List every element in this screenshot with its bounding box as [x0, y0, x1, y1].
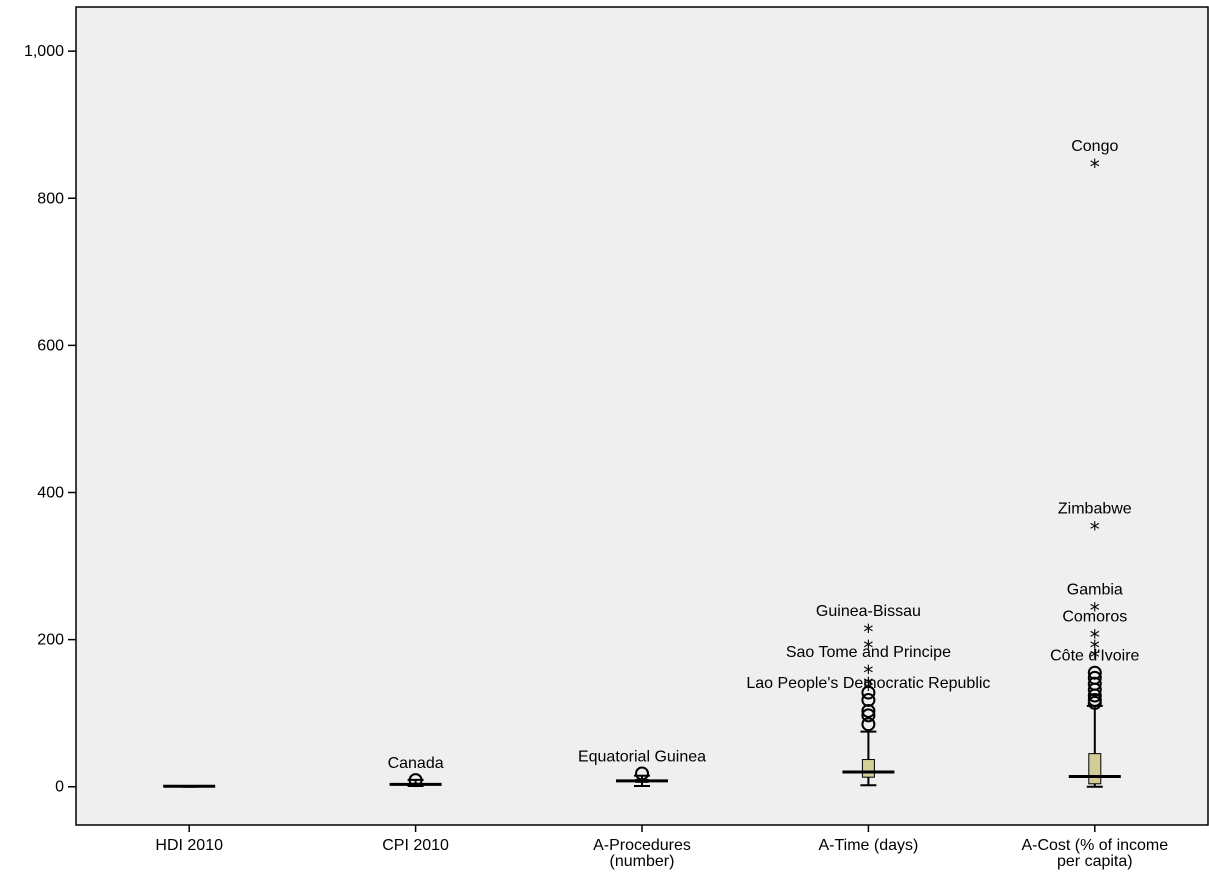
- category-label: CPI 2010: [382, 837, 449, 854]
- outlier-circle: [1087, 670, 1102, 685]
- outlier-circle: [861, 692, 876, 707]
- outlier-circle: [1087, 692, 1102, 707]
- box-group: Côte d'Ivoire***Comoros*Gambia*Zimbabwe*…: [1050, 138, 1140, 788]
- outlier-circle: [635, 766, 649, 781]
- outlier-star: *: [1090, 636, 1100, 660]
- outlier-star: *: [863, 661, 873, 685]
- category-label: (number): [610, 853, 675, 870]
- y-axis: 0 200 400 600 800 1,000: [24, 43, 76, 796]
- box-group: Equatorial Guinea: [578, 749, 706, 788]
- box-group: Lao People's Democratic Republic***Sao T…: [746, 603, 990, 787]
- category-label: per capita): [1057, 853, 1133, 870]
- outlier-label: Guinea-Bissau: [816, 603, 921, 620]
- iqr-box: [861, 759, 875, 778]
- plot-area: [75, 6, 1209, 826]
- outlier-circle: [861, 708, 876, 723]
- outlier-star: *: [863, 678, 873, 702]
- outlier-label: Côte d'Ivoire: [1050, 648, 1139, 665]
- y-tick-label: 0: [55, 779, 64, 796]
- outlier-star: *: [1090, 599, 1100, 623]
- outlier-label: Comoros: [1062, 609, 1127, 626]
- box-group: Canada: [388, 755, 444, 788]
- outlier-label: Lao People's Democratic Republic: [746, 675, 990, 692]
- outlier-circle: [408, 773, 423, 788]
- y-tick-label: 600: [37, 337, 64, 354]
- category-label: A-Procedures: [593, 837, 691, 854]
- y-tick-label: 1,000: [24, 43, 64, 60]
- box-group: [163, 784, 216, 788]
- outlier-label: Congo: [1071, 138, 1118, 155]
- y-tick-label: 400: [37, 485, 64, 502]
- outlier-label: Sao Tome and Principe: [786, 644, 951, 661]
- outlier-star: *: [1090, 155, 1100, 179]
- outlier-star: *: [863, 636, 873, 660]
- y-tick-label: 200: [37, 632, 64, 649]
- outlier-circle: [1087, 665, 1102, 680]
- outlier-label: Zimbabwe: [1058, 501, 1132, 518]
- outlier-star: *: [863, 673, 873, 697]
- category-label: A-Time (days): [818, 837, 918, 854]
- outlier-circle: [861, 685, 876, 700]
- outlier-label: Canada: [388, 755, 444, 772]
- x-axis-labels: HDI 2010 CPI 2010 A-Procedures(number) A-Ti…: [155, 825, 1168, 870]
- iqr-box: [1088, 753, 1102, 785]
- y-tick-label: 800: [37, 190, 64, 207]
- outlier-label: Equatorial Guinea: [578, 749, 706, 766]
- outlier-star: *: [1090, 646, 1100, 670]
- outlier-star: *: [863, 620, 873, 644]
- boxes-layer: Canada Equatorial Guinea Lao People's Demo…: [163, 138, 1140, 788]
- category-label: A-Cost (% of income: [1021, 837, 1168, 854]
- outlier-circle: [861, 717, 876, 732]
- outlier-label: Gambia: [1067, 582, 1123, 599]
- outlier-star: *: [1090, 518, 1100, 542]
- outlier-star: *: [1090, 626, 1100, 650]
- category-label: HDI 2010: [155, 837, 223, 854]
